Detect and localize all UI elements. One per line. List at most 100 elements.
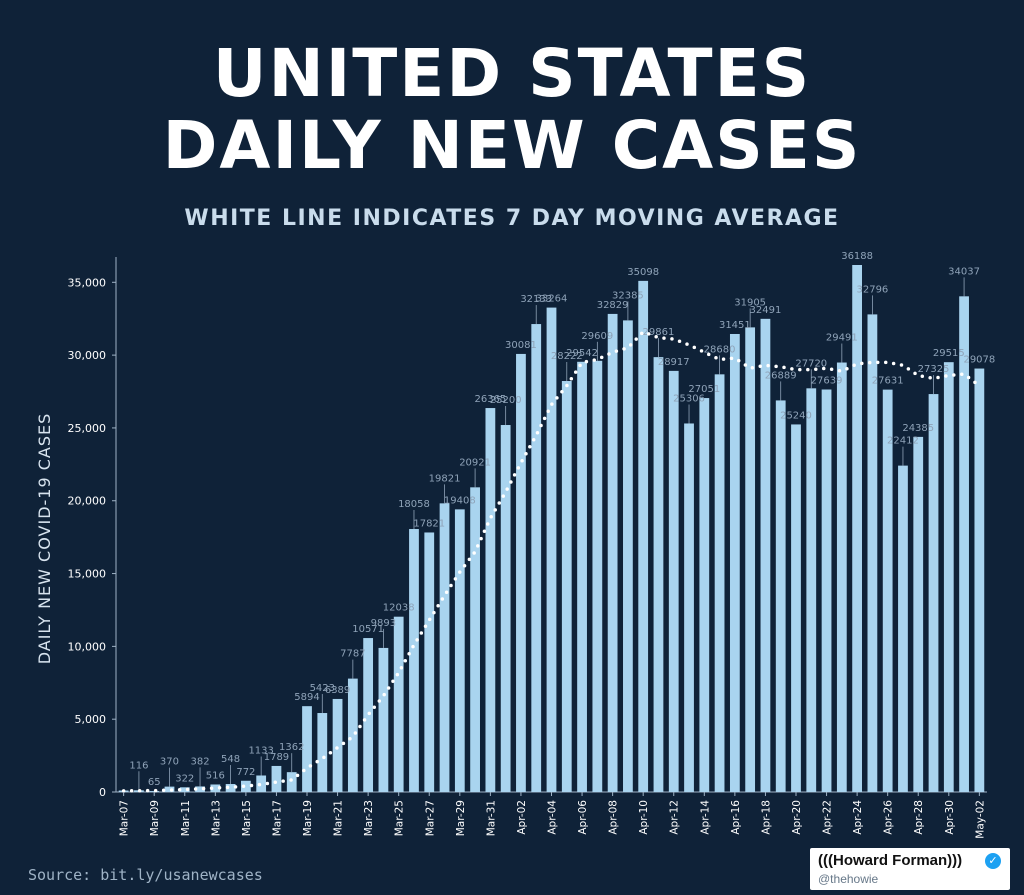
bar [546, 307, 557, 792]
bar [378, 647, 389, 792]
data-label: 116 [129, 760, 148, 771]
data-label: 20921 [459, 457, 491, 468]
moving-average-line [121, 329, 982, 793]
y-tick-label: 20,000 [68, 495, 107, 508]
bar [607, 313, 618, 792]
bar [745, 327, 756, 792]
data-label: 27631 [872, 376, 904, 387]
data-label: 9893 [371, 618, 396, 629]
bar [760, 318, 771, 792]
bar [714, 374, 725, 792]
x-tick-label: Apr-28 [913, 800, 925, 835]
y-tick-label: 0 [99, 786, 106, 799]
data-label: 30081 [505, 340, 537, 351]
data-label: 29515 [933, 348, 965, 359]
bar [347, 678, 358, 792]
bar [470, 487, 480, 792]
data-label: 28917 [658, 357, 690, 368]
x-tick-label: Mar-27 [424, 800, 436, 836]
bar [729, 333, 740, 792]
data-label: 18058 [398, 499, 430, 510]
bar [302, 706, 312, 792]
x-tick-label: Apr-30 [944, 800, 956, 835]
x-tick-label: Apr-22 [822, 800, 834, 835]
bar [852, 265, 863, 792]
data-label: 29491 [826, 333, 858, 344]
bar [393, 616, 404, 792]
data-label: 26889 [765, 370, 797, 381]
bar [286, 772, 297, 792]
x-tick-label: Apr-20 [791, 800, 803, 835]
data-label: 27325 [918, 364, 950, 375]
data-label: 17821 [413, 518, 445, 529]
data-label: 32796 [856, 284, 888, 295]
bar [577, 361, 587, 792]
data-label: 31905 [734, 297, 766, 308]
author-badge[interactable]: (((Howard Forman))) ✓ @thehowie [810, 848, 1010, 890]
bar [623, 320, 633, 792]
bar [882, 389, 893, 792]
bar [699, 398, 710, 792]
data-label: 370 [160, 757, 179, 768]
x-tick-label: Mar-19 [302, 800, 314, 836]
bar [164, 786, 175, 792]
x-tick-label: Apr-18 [760, 800, 772, 835]
x-tick-label: Mar-09 [149, 800, 161, 836]
x-tick-label: Mar-17 [271, 800, 283, 836]
y-tick-label: 35,000 [68, 276, 107, 289]
bar [821, 389, 832, 792]
y-tick-label: 15,000 [68, 568, 107, 581]
data-label: 5894 [294, 692, 319, 703]
bar [271, 765, 282, 792]
bar [561, 381, 572, 792]
title-line-2: DAILY NEW CASES [162, 107, 862, 184]
data-label: 25200 [490, 395, 522, 406]
x-tick-label: Apr-26 [883, 800, 895, 835]
data-label: 27639 [811, 375, 843, 386]
bar [424, 532, 435, 792]
author-handle: @thehowie [818, 872, 879, 886]
data-label: 19821 [429, 473, 461, 484]
x-tick-label: Mar-07 [119, 800, 131, 836]
data-label: 19408 [444, 495, 476, 506]
bar [974, 368, 985, 792]
x-tick-label: Mar-13 [210, 800, 222, 836]
y-tick-label: 25,000 [68, 422, 107, 435]
data-label: 12038 [383, 603, 415, 614]
bar [317, 713, 328, 792]
data-label: 65 [148, 777, 161, 788]
data-label: 35098 [627, 267, 659, 278]
chart-title: UNITED STATES DAILY NEW CASES [0, 38, 1024, 182]
bar [531, 324, 542, 792]
bar [500, 425, 511, 792]
data-label: 25306 [673, 393, 705, 404]
data-label: 25240 [780, 410, 812, 421]
data-label: 1789 [264, 752, 289, 763]
source-note: Source: bit.ly/usanewcases [28, 866, 263, 884]
data-label: 28222 [551, 351, 583, 362]
data-label: 516 [206, 770, 225, 781]
data-label: 28680 [704, 344, 736, 355]
bar [210, 784, 221, 792]
bar [225, 784, 236, 792]
verified-check-icon: ✓ [985, 853, 1001, 869]
bar [516, 353, 526, 792]
bar [332, 698, 343, 792]
data-label: 29078 [963, 355, 995, 366]
data-label: 772 [236, 767, 255, 778]
bar [179, 787, 190, 792]
data-label: 322 [175, 773, 194, 784]
bar [363, 638, 374, 792]
x-tick-label: Apr-14 [699, 800, 711, 835]
x-tick-label: Apr-24 [852, 800, 864, 835]
data-label: 22412 [887, 436, 919, 447]
data-label: 1362 [279, 742, 304, 753]
bar [775, 400, 786, 792]
data-label: 5423 [310, 683, 335, 694]
x-tick-label: Mar-31 [485, 800, 497, 836]
bar [806, 388, 817, 792]
x-tick-label: Apr-06 [577, 800, 589, 835]
data-label: 32491 [750, 305, 782, 316]
x-tick-label: Mar-15 [241, 800, 253, 836]
author-name: (((Howard Forman))) [818, 852, 963, 869]
